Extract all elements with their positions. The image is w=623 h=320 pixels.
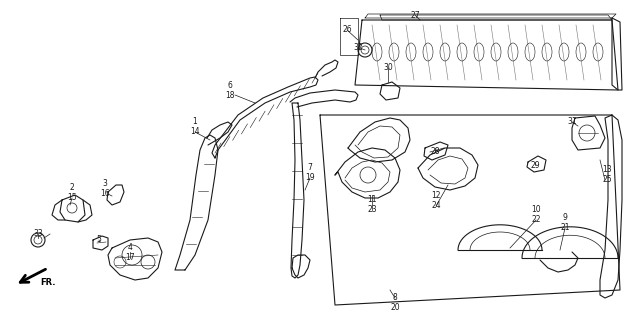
Text: 14: 14 xyxy=(190,127,200,137)
Text: 23: 23 xyxy=(367,205,377,214)
Text: 18: 18 xyxy=(226,91,235,100)
Text: 24: 24 xyxy=(431,202,441,211)
Text: 29: 29 xyxy=(530,161,540,170)
Text: 8: 8 xyxy=(392,293,397,302)
Text: 3: 3 xyxy=(103,180,107,188)
Text: 33: 33 xyxy=(33,229,43,238)
Text: 27: 27 xyxy=(410,11,420,20)
Text: 5: 5 xyxy=(97,236,102,244)
Text: FR.: FR. xyxy=(40,278,55,287)
Text: 16: 16 xyxy=(100,189,110,198)
Text: 6: 6 xyxy=(227,81,232,90)
Text: 28: 28 xyxy=(430,148,440,156)
Text: 17: 17 xyxy=(125,253,135,262)
Text: 13: 13 xyxy=(602,165,612,174)
Text: 21: 21 xyxy=(560,223,570,233)
Text: 19: 19 xyxy=(305,173,315,182)
Text: 7: 7 xyxy=(308,164,313,172)
Text: 2: 2 xyxy=(70,183,74,193)
Text: 9: 9 xyxy=(563,213,568,222)
Text: 20: 20 xyxy=(390,303,400,313)
Text: 15: 15 xyxy=(67,194,77,203)
Text: 31: 31 xyxy=(567,117,577,126)
Text: 25: 25 xyxy=(602,175,612,185)
Text: 10: 10 xyxy=(531,205,541,214)
Text: 26: 26 xyxy=(342,26,352,35)
Text: 32: 32 xyxy=(353,44,363,52)
Text: 22: 22 xyxy=(531,215,541,225)
Text: 4: 4 xyxy=(128,244,133,252)
Text: 11: 11 xyxy=(367,196,377,204)
Text: 12: 12 xyxy=(431,191,440,201)
Text: 30: 30 xyxy=(383,63,393,73)
Text: 1: 1 xyxy=(193,117,197,126)
